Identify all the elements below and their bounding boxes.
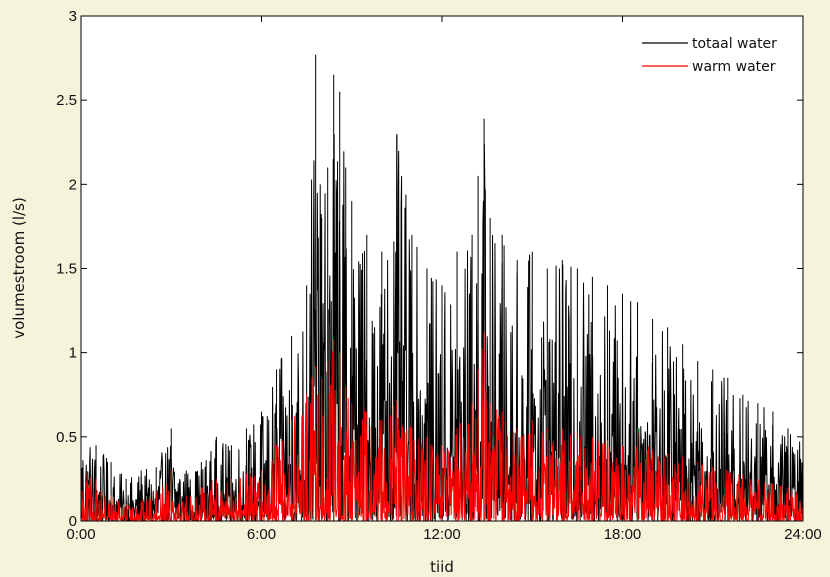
- y-axis-label: volumestroom (l/s): [10, 197, 28, 339]
- y-tick-label: 1: [69, 345, 77, 362]
- y-tick-label: 2.5: [56, 92, 77, 109]
- y-tick-label: 2: [69, 176, 77, 193]
- y-tick-label: 0.5: [56, 429, 77, 446]
- axis-layer: 0 0.5 1 1.5 2 2.5 3 0:00 6:00 12:00 18:00 24:00: [56, 8, 822, 543]
- legend-label-warm: warm water: [692, 59, 776, 75]
- x-tick-label: 6:00: [247, 526, 276, 543]
- x-tick-label: 0:00: [66, 526, 95, 543]
- x-tick-label: 24:00: [784, 526, 822, 543]
- series-layer: [80, 54, 804, 522]
- y-tick-label: 3: [69, 8, 77, 25]
- legend-label-totaal: totaal water: [692, 36, 777, 52]
- x-axis-label: tiid: [430, 558, 454, 576]
- x-tick-label: 18:00: [604, 526, 642, 543]
- legend: totaal water warm water: [632, 28, 796, 75]
- y-tick-label: 1.5: [56, 261, 77, 278]
- y-tick-label: 0: [69, 513, 77, 530]
- x-tick-label: 12:00: [423, 526, 461, 543]
